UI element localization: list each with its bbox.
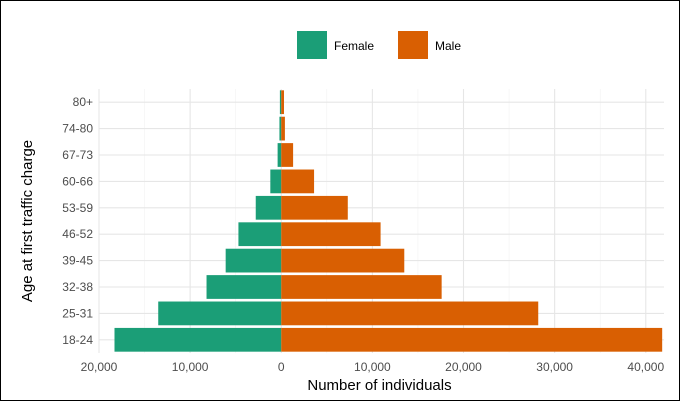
bar-male-60-66 <box>281 169 315 194</box>
y-tick-label: 80+ <box>73 95 93 109</box>
bar-female-25-31 <box>158 301 282 326</box>
x-axis-tick-labels: 20,000 10,000 0 10,000 20,000 30,000 40,000 <box>81 360 665 374</box>
bar-male-80+ <box>281 90 284 115</box>
minor-gridlines <box>144 89 601 353</box>
bar-male-25-31 <box>281 301 539 326</box>
x-tick-label: 30,000 <box>536 360 573 374</box>
x-axis-title: Number of individuals <box>307 377 451 394</box>
bar-female-18-24 <box>114 327 282 352</box>
legend: Female Male <box>297 31 461 59</box>
legend-label-female: Female <box>334 39 374 53</box>
bar-male-18-24 <box>281 327 663 352</box>
y-tick-label: 53-59 <box>62 201 93 215</box>
bar-male-39-45 <box>281 248 405 273</box>
y-tick-label: 46-52 <box>62 227 93 241</box>
x-tick-label: 0 <box>278 360 285 374</box>
bar-female-74-80 <box>279 116 282 141</box>
y-tick-label: 32-38 <box>62 280 93 294</box>
y-tick-label: 39-45 <box>62 254 93 268</box>
bar-female-39-45 <box>225 248 282 273</box>
y-tick-label: 25-31 <box>62 306 93 320</box>
bar-female-32-38 <box>206 275 282 299</box>
bar-male-32-38 <box>281 275 442 299</box>
legend-label-male: Male <box>435 39 461 53</box>
x-tick-label: 10,000 <box>172 360 209 374</box>
x-tick-label: 10,000 <box>354 360 391 374</box>
bar-female-53-59 <box>255 195 282 220</box>
y-axis-title: Age at first traffic charge <box>19 140 36 302</box>
x-tick-label: 20,000 <box>81 360 118 374</box>
x-tick-label: 40,000 <box>627 360 664 374</box>
y-axis-tick-labels: 18-24 25-31 32-38 39-45 46-52 53-59 60-66 67-73… <box>62 95 93 347</box>
bar-female-60-66 <box>270 169 282 194</box>
x-tick-label: 20,000 <box>445 360 482 374</box>
y-tick-label: 60-66 <box>62 174 93 188</box>
bar-male-46-52 <box>281 222 381 247</box>
bar-female-67-73 <box>277 143 282 167</box>
y-tick-label: 67-73 <box>62 148 93 162</box>
legend-swatch-male <box>398 31 428 59</box>
bar-female-80+ <box>279 90 282 115</box>
bar-female-46-52 <box>238 222 282 247</box>
y-tick-label: 18-24 <box>62 333 93 347</box>
legend-swatch-female <box>297 31 327 59</box>
bars <box>114 90 663 352</box>
bar-male-74-80 <box>281 116 285 141</box>
y-tick-label: 74-80 <box>62 122 93 136</box>
bar-male-67-73 <box>281 143 294 167</box>
bar-male-53-59 <box>281 195 348 220</box>
